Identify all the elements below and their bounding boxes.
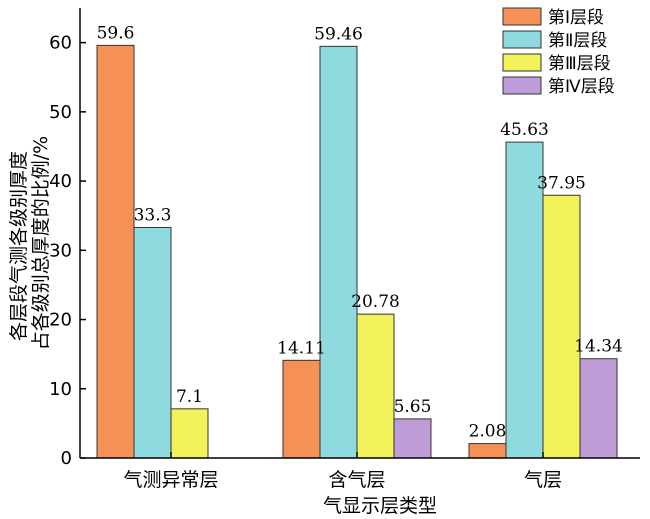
- bar-value-label: 2.08: [469, 422, 507, 442]
- legend-swatch: [502, 7, 542, 26]
- bar: [319, 45, 358, 459]
- bar: [579, 358, 618, 459]
- bar-value-label: 7.1: [176, 387, 203, 407]
- x-ticks-group: 气测异常层 含气层 气层: [123, 452, 562, 491]
- y-tick-label: 60: [49, 33, 72, 54]
- y-tick-label: 10: [49, 379, 72, 400]
- bar: [170, 408, 209, 459]
- legend-label: 第Ⅱ层段: [548, 31, 607, 51]
- bar-value-label: 59.6: [97, 23, 135, 43]
- bar: [282, 359, 321, 459]
- y-ticks-group: 0 10 20 30 40 50 60: [49, 33, 86, 469]
- value-labels-group: 59.6 33.3 7.1 14.11 59.46 20.78 5.65 2.08 45.63 3…: [97, 23, 623, 441]
- bar: [393, 418, 432, 459]
- axes-group: [79, 8, 640, 459]
- legend-swatch: [502, 53, 542, 72]
- y-tick-label: 20: [49, 310, 72, 331]
- bar-value-label: 45.63: [500, 120, 549, 140]
- y-axis-title-line-1: 各层段气测各级别厚度: [8, 151, 30, 341]
- legend-label: 第Ⅰ层段: [548, 8, 604, 28]
- y-axis-title: 各层段气测各级别厚度 占各级别总厚度的比例/%: [8, 136, 52, 350]
- legend-swatch: [502, 76, 542, 95]
- bar: [133, 226, 172, 459]
- x-category-label: 气层: [524, 469, 562, 491]
- bar: [542, 194, 581, 459]
- bar-value-label: 14.11: [277, 338, 326, 358]
- bar: [505, 141, 544, 459]
- bar-value-label: 59.46: [314, 24, 363, 44]
- y-axis-title-line-2: 占各级别总厚度的比例/%: [30, 136, 52, 350]
- legend-swatch: [502, 30, 542, 49]
- y-tick-label: 40: [49, 171, 72, 192]
- bar-value-label: 14.34: [574, 337, 623, 357]
- x-category-label: 含气层: [328, 469, 385, 491]
- y-tick-label: 30: [49, 240, 72, 261]
- bar-value-label: 33.3: [134, 205, 172, 225]
- y-tick-label: 50: [49, 102, 72, 123]
- bars-group: [96, 44, 618, 459]
- bar: [96, 44, 135, 459]
- y-tick-label: 0: [61, 448, 72, 469]
- bar-value-label: 5.65: [394, 397, 432, 417]
- legend-label: 第Ⅳ层段: [548, 77, 615, 97]
- bar: [356, 313, 395, 459]
- x-axis-title: 气显示层类型: [323, 495, 437, 517]
- bar-value-label: 20.78: [351, 292, 400, 312]
- bar-value-label: 37.95: [537, 173, 586, 193]
- legend-label: 第Ⅲ层段: [548, 54, 611, 74]
- bar: [468, 443, 507, 459]
- x-category-label: 气测异常层: [123, 469, 218, 491]
